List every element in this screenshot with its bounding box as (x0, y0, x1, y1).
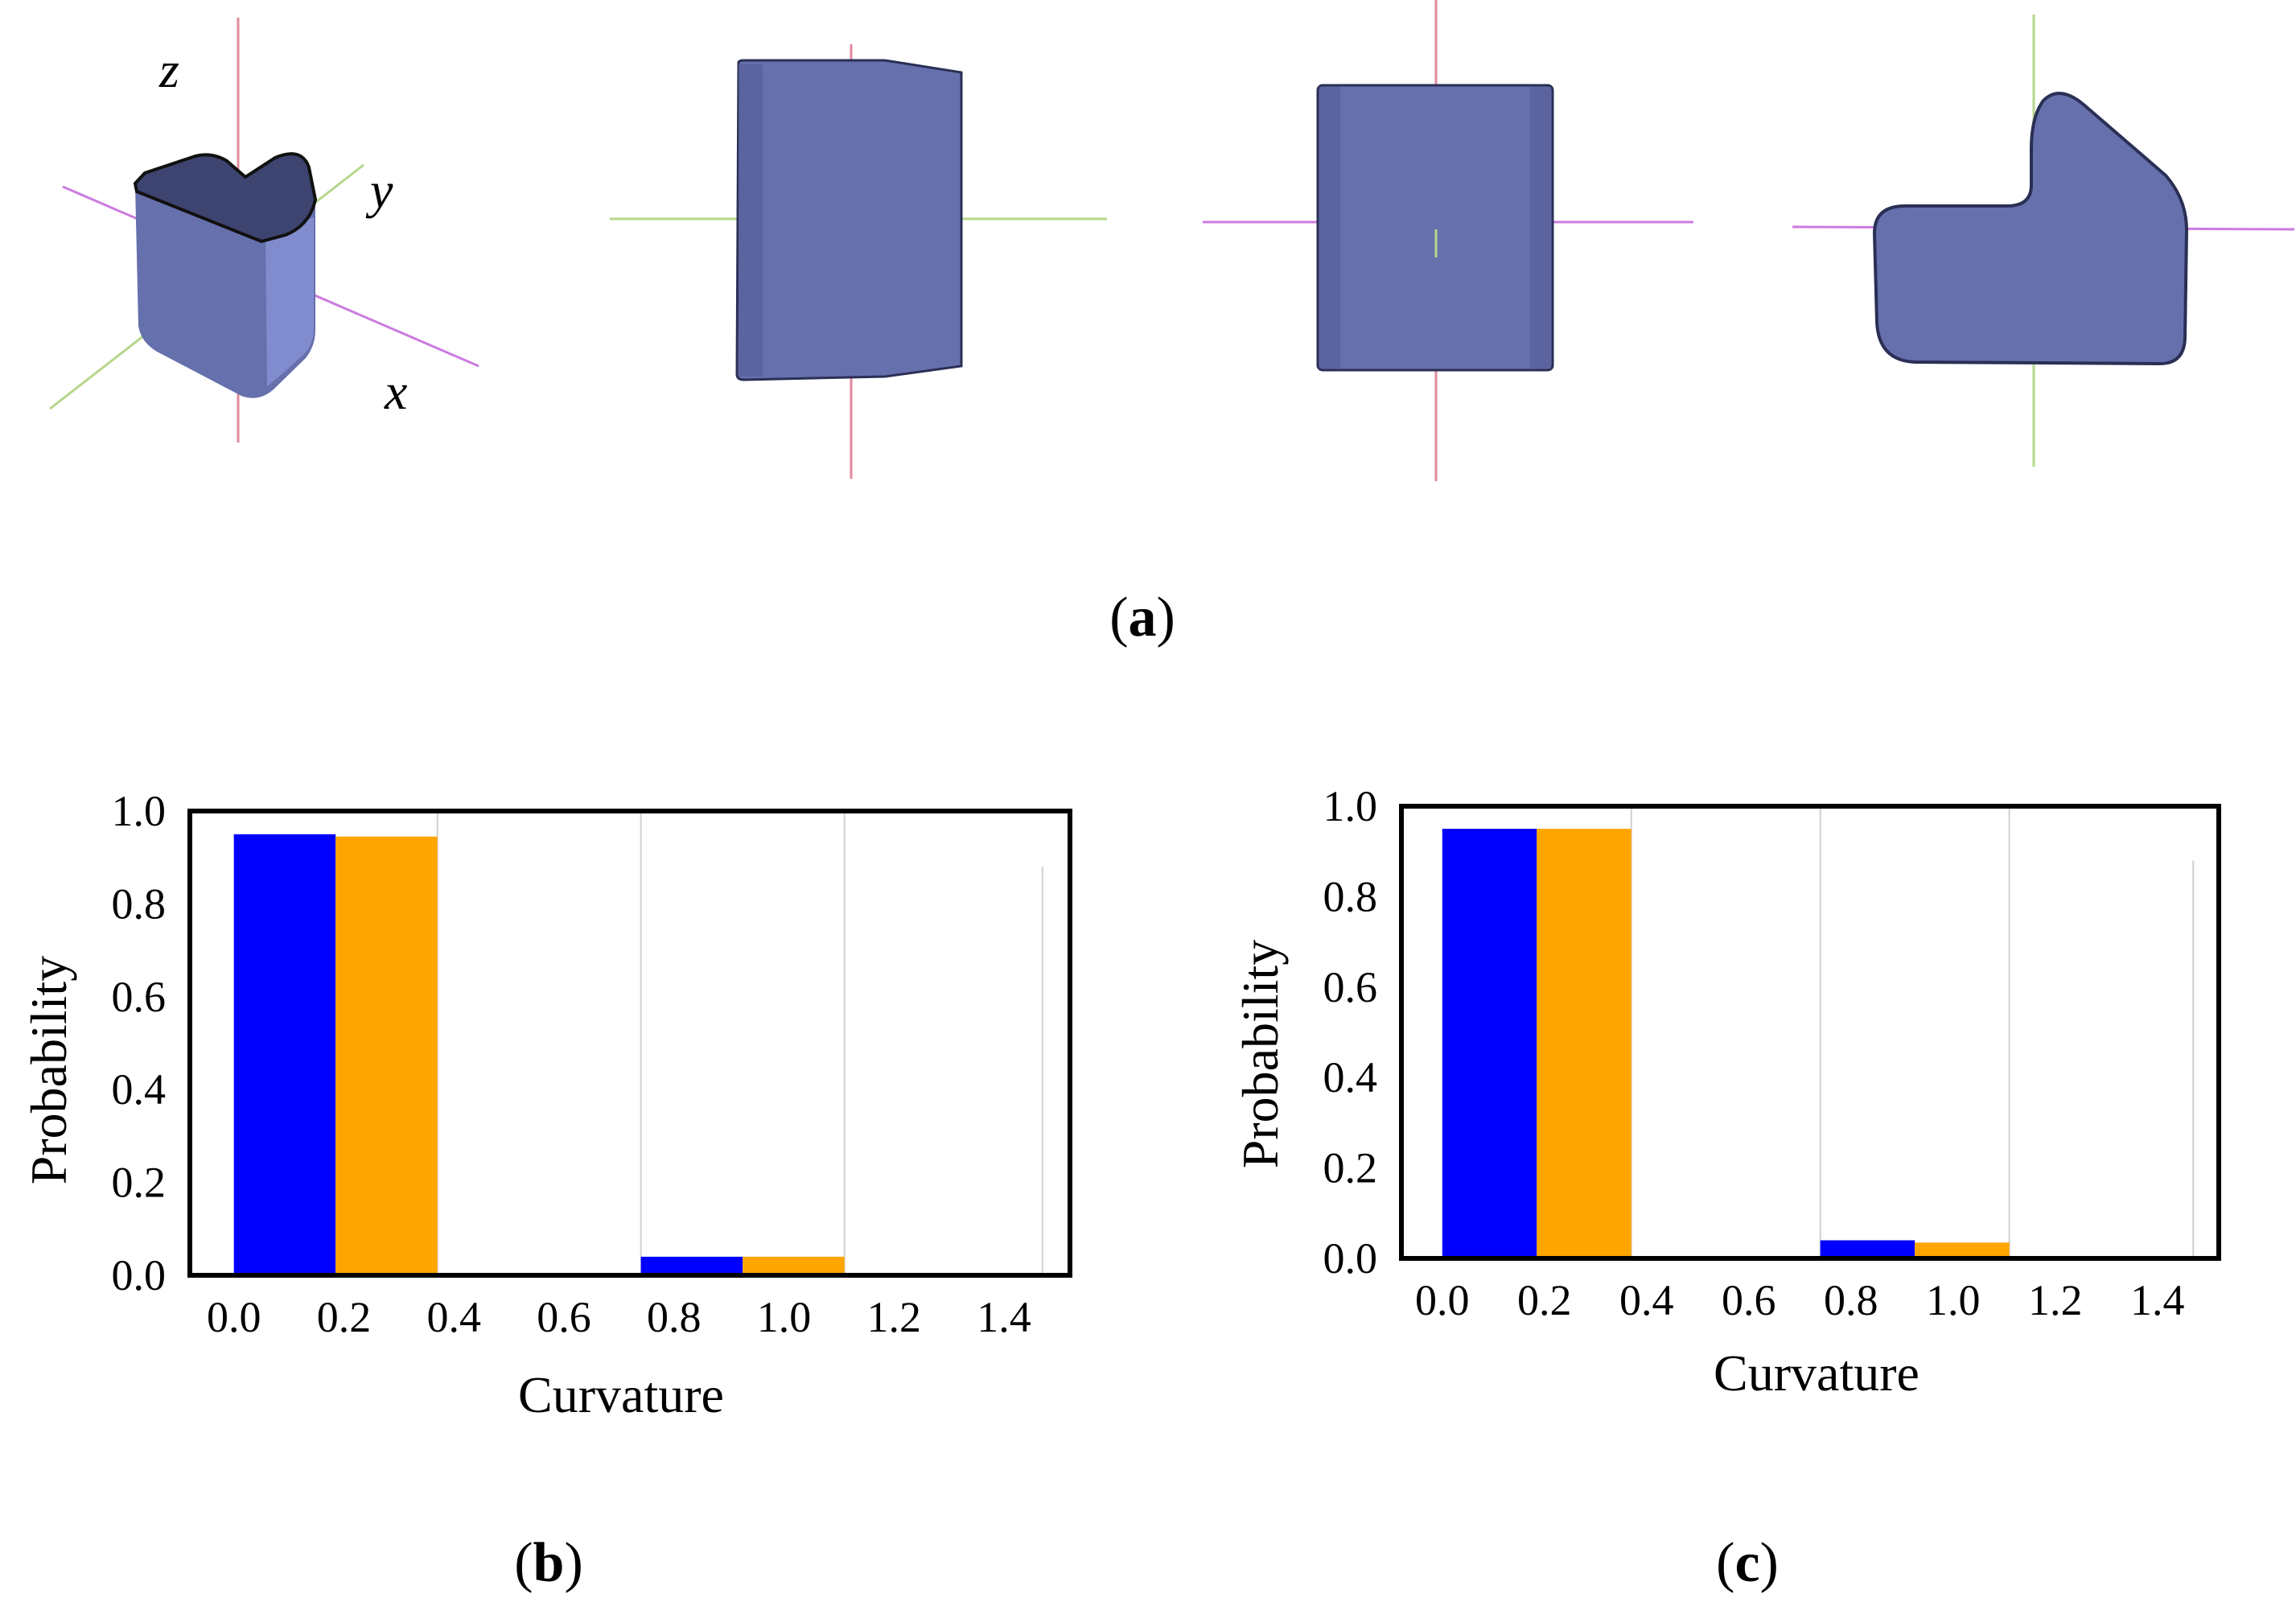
chart-c-ylabel: Probability (1232, 940, 1289, 1168)
chart-b-xtick-label: 0.6 (537, 1293, 591, 1341)
front-view (610, 44, 1107, 479)
view2-body (735, 59, 963, 381)
chart-b: 0.0 0.2 0.4 0.6 0.8 1.0 1.2 1.4 0.0 0.2 0.4 0.6 0.8 1… (20, 787, 1072, 1423)
prism-edge-highlight (265, 217, 314, 386)
top-view (1792, 14, 2295, 467)
chart-c-xtick-label: 0.8 (1824, 1276, 1878, 1324)
chart-c-xtick-label: 0.4 (1619, 1276, 1674, 1324)
chart-b-xtick-label: 0.0 (207, 1293, 261, 1341)
chart-c-ytick-label: 1.0 (1323, 782, 1378, 830)
chart-b-ytick-label: 0.8 (112, 879, 167, 928)
chart-b-xtick-label: 0.2 (317, 1293, 372, 1341)
panel-a-views: z y x (a) (49, 0, 2295, 649)
chart-c-xtick-label: 0.2 (1517, 1276, 1572, 1324)
chart-b-series-orange-bar-0 (335, 836, 438, 1275)
chart-b-ylabel: Probability (20, 956, 77, 1184)
axis-x-letter: x (384, 363, 407, 420)
chart-b-xtick-label: 1.0 (757, 1293, 812, 1341)
chart-c-ytick-label: 0.4 (1323, 1053, 1378, 1101)
chart-b-bars (233, 834, 845, 1275)
chart-b-grid (436, 811, 1043, 1275)
chart-c-xtick-label: 0.6 (1722, 1276, 1776, 1324)
chart-b-xtick-label: 1.4 (977, 1293, 1031, 1341)
chart-c-ytick-label: 0.6 (1323, 963, 1378, 1011)
chart-b-ytick-label: 0.2 (112, 1159, 167, 1207)
view2-shade (739, 64, 763, 377)
chart-c-xtick-label: 1.4 (2130, 1276, 2185, 1324)
chart-c-xtick-label: 0.0 (1415, 1276, 1470, 1324)
caption-c: (c) (1716, 1532, 1779, 1594)
isometric-view: z y x (49, 18, 479, 443)
chart-c-series-blue-bar-0 (1442, 829, 1537, 1258)
chart-b-series-blue-bar-0 (233, 834, 336, 1275)
chart-c-frame (1399, 804, 2221, 1261)
chart-b-xlabel: Curvature (518, 1366, 724, 1423)
chart-b-ytick-label: 0.4 (112, 1065, 167, 1114)
chart-c-series-orange-bar-1 (1915, 1242, 2010, 1258)
view3-body (1316, 84, 1554, 372)
caption-b: (b) (514, 1532, 583, 1594)
chart-c-ticks: 0.0 0.2 0.4 0.6 0.8 1.0 1.2 1.4 0.0 0.2 0.4 0.6 0.8 1… (1323, 782, 2185, 1324)
view3-shade-right (1530, 87, 1551, 369)
axis-z-letter: z (158, 41, 179, 98)
chart-c-series-blue-bar-1 (1820, 1240, 1915, 1258)
chart-b-ytick-label: 0.6 (112, 973, 167, 1021)
chart-c-series-orange-bar-0 (1537, 829, 1631, 1258)
view4-body (1872, 92, 2189, 366)
chart-b-xtick-label: 1.2 (866, 1293, 921, 1341)
chart-b-ytick-label: 1.0 (112, 787, 167, 835)
chart-b-series-orange-bar-1 (743, 1256, 845, 1275)
prism-top-face (133, 152, 318, 244)
chart-c-xtick-label: 1.0 (1926, 1276, 1981, 1324)
chart-c-ytick-label: 0.2 (1323, 1144, 1378, 1192)
chart-b-series-blue-bar-1 (640, 1256, 743, 1275)
chart-c-xlabel: Curvature (1714, 1344, 1920, 1402)
axis-y-letter: y (365, 162, 393, 219)
chart-b-ticks: 0.0 0.2 0.4 0.6 0.8 1.0 1.2 1.4 0.0 0.2 0.4 0.6 0.8 1… (112, 787, 1031, 1341)
chart-c-bars (1442, 829, 2010, 1258)
chart-c: 0.0 0.2 0.4 0.6 0.8 1.0 1.2 1.4 0.0 0.2 0.4 0.6 0.8 1… (1232, 782, 2221, 1402)
chart-b-xtick-label: 0.4 (426, 1293, 481, 1341)
side-view (1203, 0, 1693, 481)
view3-shade-left (1319, 87, 1340, 369)
chart-b-ytick-label: 0.0 (112, 1251, 167, 1299)
chart-c-grid (1630, 806, 2195, 1258)
chart-b-frame (187, 809, 1072, 1278)
caption-a: (a) (1109, 587, 1175, 649)
chart-c-xtick-label: 1.2 (2028, 1276, 2083, 1324)
chart-c-ytick-label: 0.8 (1323, 872, 1378, 920)
chart-c-ytick-label: 0.0 (1323, 1234, 1378, 1283)
chart-b-xtick-label: 0.8 (647, 1293, 702, 1341)
